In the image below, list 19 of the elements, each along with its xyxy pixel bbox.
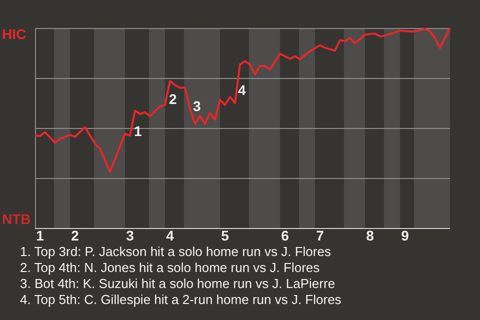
x-tick-label: 6 <box>281 227 290 244</box>
x-tick-label: 9 <box>401 227 410 244</box>
annotation: 2 <box>169 91 177 107</box>
x-tick-label: 1 <box>36 227 44 244</box>
x-tick-label: 7 <box>316 227 324 244</box>
text: 4. Top 5th: C. Gillespie hit a 2-run home run vs J. Flores <box>20 292 342 308</box>
annotation: 3 <box>193 98 201 114</box>
x-tick-label: 2 <box>71 227 80 244</box>
annotation: 1 <box>134 123 142 139</box>
text: NTB <box>2 211 31 227</box>
x-tick-label: 5 <box>221 227 230 244</box>
text: 2. Top 4th: N. Jones hit a solo home run vs J. Flores <box>20 260 321 276</box>
text: 3. Bot 4th: K. Suzuki hit a solo home run vs J. LaPierre <box>20 276 336 292</box>
x-tick-label: 3 <box>126 227 134 244</box>
text: 1. Top 3rd: P. Jackson hit a solo home run vs J. Flores <box>20 244 332 260</box>
annotation: 4 <box>238 82 246 98</box>
text: HIC <box>2 26 26 42</box>
x-tick-label: 4 <box>166 227 174 244</box>
x-tick-label: 8 <box>366 227 374 244</box>
